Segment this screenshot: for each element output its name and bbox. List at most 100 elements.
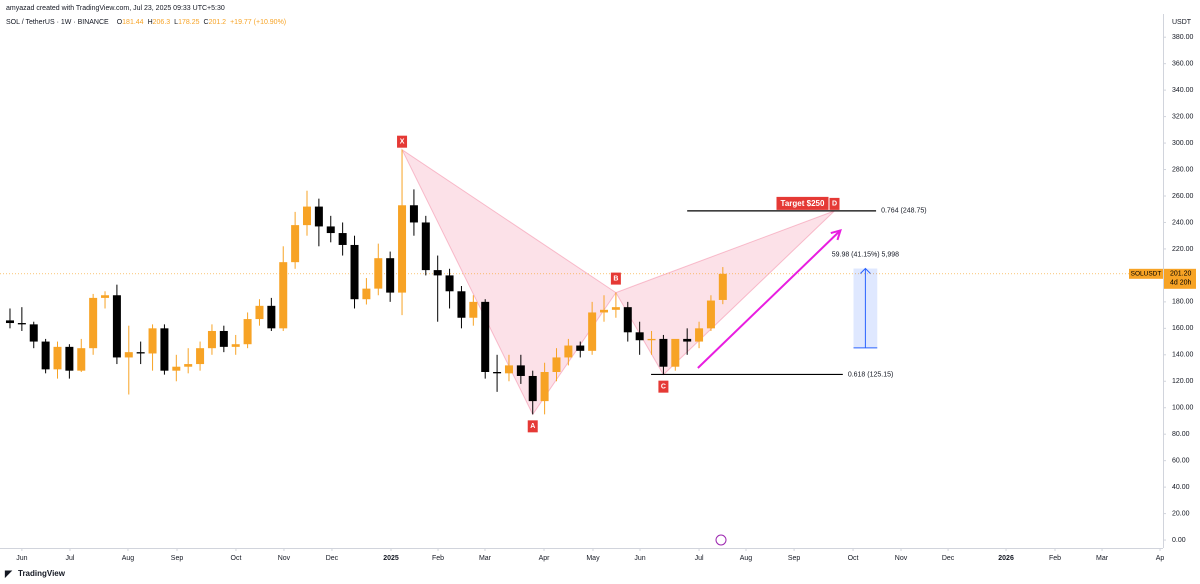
candle-body [635, 332, 644, 341]
currency: USDT [1172, 19, 1192, 26]
pattern-label-bg [397, 135, 408, 148]
measure-label: 59.98 (41.15%) 5,998 [832, 251, 899, 258]
candle-body [65, 346, 74, 371]
footer-logo: TradingView [18, 569, 66, 578]
candle-body [207, 330, 216, 349]
candle-body [552, 357, 561, 372]
candle-body [493, 372, 502, 374]
candle-body [302, 206, 311, 226]
y-tick-label: 100.00 [1172, 405, 1194, 412]
y-tick-label: 320.00 [1172, 113, 1194, 120]
y-tick-label: 380.00 [1172, 34, 1194, 41]
x-tick-label: Aug [740, 555, 753, 562]
ohlc-value: 201.2 [209, 19, 227, 26]
y-tick-label: 80.00 [1172, 431, 1190, 438]
candle-body [564, 345, 573, 358]
x-tick-label: Jul [695, 555, 704, 562]
candle-body [469, 301, 478, 318]
y-tick-label: 360.00 [1172, 61, 1194, 68]
candle-body [386, 258, 395, 293]
x-tick-label: Jul [66, 555, 75, 562]
candle-body [160, 328, 169, 371]
measure-arrowhead [860, 267, 871, 274]
target-label-bg [776, 196, 829, 210]
x-tick-label: Feb [1049, 555, 1061, 562]
candle-body [623, 307, 632, 333]
candle-body [77, 348, 86, 371]
x-tick-label: Sep [788, 555, 801, 562]
measure-label-bg [829, 248, 902, 261]
candle-body [540, 372, 549, 402]
candle-body [695, 328, 704, 342]
x-tick-label: Nov [895, 555, 908, 562]
candle-body [504, 365, 513, 374]
candle-body [409, 205, 418, 223]
x-tick-label: Jun [634, 555, 645, 562]
y-tick-label: 60.00 [1172, 458, 1190, 465]
candle-body [611, 307, 620, 310]
y-tick-label: 260.00 [1172, 193, 1194, 200]
harmonic-wing [400, 148, 617, 416]
x-tick-label: Mar [1096, 555, 1109, 562]
candle-body [576, 345, 585, 351]
candle-body [350, 244, 359, 300]
symbol-tag-bg [1129, 268, 1163, 279]
candle-body [338, 233, 347, 245]
x-tick-label: Oct [848, 555, 859, 562]
pattern-label-bg [527, 420, 538, 433]
candle-body [29, 324, 38, 342]
candle-body [398, 205, 407, 293]
candle-body [314, 206, 323, 227]
candle-body [17, 323, 26, 325]
price-tag: 201.20 [1170, 271, 1192, 278]
y-tick-label: 0.00 [1172, 537, 1186, 544]
candle-body [41, 341, 50, 370]
symbol-title: SOL / TetherUS · 1W · BINANCE [6, 19, 109, 26]
fib-level-label: 0.764 (248.75) [881, 208, 927, 215]
candle-body [718, 273, 727, 300]
author-line: amyazad created with TradingView.com, Ju… [6, 5, 225, 12]
candle-body [659, 338, 668, 367]
pattern-label-bg [829, 197, 840, 210]
candle-body [433, 270, 442, 276]
candle-body [445, 275, 454, 292]
pattern-label: C [661, 383, 666, 390]
candle-body [5, 320, 14, 324]
candle-body [219, 330, 228, 347]
candle-body [600, 309, 609, 313]
ohlc-letter: L [174, 19, 178, 26]
y-tick-label: 220.00 [1172, 246, 1194, 253]
pattern-label-bg [610, 272, 621, 285]
change-value: +19.77 (+10.90%) [230, 19, 286, 26]
candle-body [421, 222, 430, 271]
ohlc-value: 181.44 [122, 19, 144, 26]
x-tick-label: Ap [1156, 555, 1165, 562]
pattern-label: D [832, 201, 837, 208]
candle-body [196, 348, 205, 365]
candle-body [374, 258, 383, 289]
x-tick-label: Oct [231, 555, 242, 562]
fib-level-label: 0.618 (125.15) [848, 371, 894, 378]
x-tick-label: Feb [432, 555, 444, 562]
ohlc-letter: H [148, 19, 153, 26]
candle-body [291, 225, 300, 263]
logo-mark: ◤ [4, 568, 13, 578]
y-tick-label: 40.00 [1172, 484, 1190, 491]
candle-body [326, 226, 335, 234]
ohlc-letter: C [204, 19, 209, 26]
x-tick-label: Aug [122, 555, 135, 562]
y-tick-label: 180.00 [1172, 299, 1194, 306]
candle-body [671, 338, 680, 367]
candle-body [588, 312, 597, 351]
x-tick-label: Apr [539, 555, 551, 562]
x-tick-label: Jun [16, 555, 27, 562]
event-icon[interactable] [715, 534, 727, 546]
candle-body [516, 365, 525, 376]
candle-body [112, 295, 121, 358]
y-tick-label: 240.00 [1172, 219, 1194, 226]
trend-arrowhead [830, 228, 842, 241]
y-tick-label: 160.00 [1172, 325, 1194, 332]
x-tick-label: Nov [278, 555, 291, 562]
symbol-tag: SOLUSDT [1131, 271, 1162, 278]
